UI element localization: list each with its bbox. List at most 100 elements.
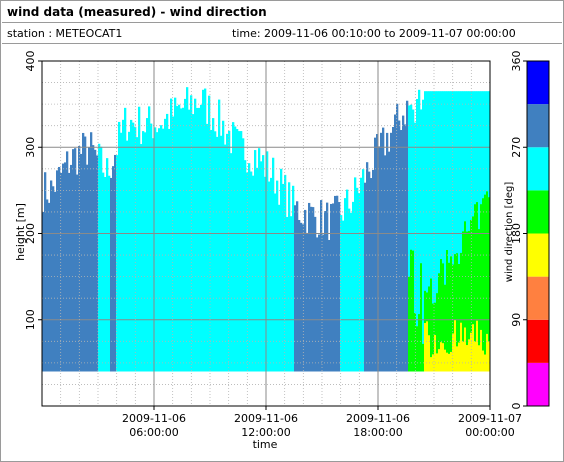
heatmap-cell [84, 136, 87, 372]
heatmap-cell [118, 121, 121, 372]
heatmap-cell [466, 345, 469, 372]
heatmap-cell [450, 256, 453, 372]
heatmap-cell [122, 119, 125, 372]
heatmap-cell [356, 187, 359, 372]
heatmap-cell [338, 202, 341, 372]
heatmap-cell [320, 200, 323, 372]
heatmap-cell [354, 177, 357, 372]
heatmap-cell [362, 169, 365, 372]
heatmap-cell [430, 357, 433, 372]
heatmap-cell [176, 106, 179, 372]
heatmap-cell [154, 127, 157, 372]
heatmap-cell [436, 91, 439, 372]
colorbar-tick-label: 180 [510, 223, 523, 244]
colorbar-bin [527, 61, 549, 105]
heatmap-cell [248, 163, 251, 372]
heatmap-cell [298, 220, 301, 372]
heatmap-cell [102, 172, 105, 372]
heatmap-cell [428, 286, 431, 372]
heatmap-cell [168, 128, 171, 372]
heatmap-cell [424, 91, 427, 372]
heatmap-cell [434, 335, 437, 372]
heatmap-cell [156, 132, 159, 372]
heatmap-cell [132, 122, 135, 372]
heatmap-cell [448, 91, 451, 372]
axes: 1002003004002009-11-0606:00:002009-11-06… [24, 51, 522, 440]
heatmap-cell [456, 253, 459, 372]
heatmap-cell [456, 91, 459, 372]
heatmap-cell [474, 204, 477, 372]
heatmap-cell [180, 108, 183, 372]
heatmap-cell [92, 145, 95, 372]
heatmap-cell [326, 202, 329, 372]
heatmap-cell [488, 341, 491, 372]
heatmap-cell [170, 98, 173, 372]
heatmap-cell [238, 131, 241, 372]
heatmap-cell [418, 89, 421, 372]
heatmap-cell [484, 194, 487, 372]
heatmap-cell [432, 303, 435, 372]
gridlines [42, 61, 490, 406]
heatmap-cell [262, 155, 265, 372]
heatmap-cell [256, 167, 259, 372]
heatmap-cell [428, 335, 431, 372]
heatmap-cell [304, 209, 307, 372]
heatmap-cell [110, 177, 113, 372]
heatmap-cell [466, 231, 469, 372]
heatmap-cell [442, 263, 445, 372]
heatmap-cell [382, 127, 385, 372]
heatmap-cell [206, 123, 209, 372]
heatmap-cell [144, 132, 147, 372]
heatmap-cell [280, 168, 283, 372]
heatmap-cell [260, 161, 263, 372]
heatmap-cell [422, 99, 425, 372]
heatmap-cell [186, 87, 189, 372]
heatmap-cell [444, 91, 447, 372]
heatmap-cell [468, 230, 471, 372]
heatmap-cell [454, 319, 457, 372]
heatmap-cell [460, 322, 463, 372]
heatmap-cell [258, 148, 261, 372]
heatmap-cell [418, 314, 421, 372]
heatmap-cell [232, 122, 235, 372]
heatmap-cell [414, 313, 417, 372]
heatmap-cell [456, 346, 459, 372]
heatmap-cell [58, 166, 61, 372]
heatmap-cell [428, 91, 431, 372]
heatmap-cell [446, 352, 449, 372]
heatmap-cell [128, 131, 131, 372]
heatmap-cell [472, 216, 475, 372]
heatmap-cell [172, 116, 175, 372]
heatmap-cell [212, 118, 215, 372]
heatmap-cell [72, 149, 75, 372]
heatmap-cell [416, 326, 419, 372]
heatmap-cell [148, 106, 151, 372]
heatmap-cell [476, 202, 479, 372]
heatmap-cell [430, 278, 433, 372]
heatmap-cell [462, 91, 465, 372]
heatmap-cell [88, 147, 91, 372]
heatmap-cell [200, 104, 203, 372]
colorbar-bin [527, 233, 549, 277]
heatmap-cell [450, 91, 453, 372]
x-tick-label: 18:00:00 [353, 426, 402, 439]
heatmap-cell [368, 171, 371, 372]
colorbar: 0 90 180 270 360 [510, 51, 550, 410]
heatmap-cell [380, 132, 383, 372]
heatmap-cell [446, 250, 449, 372]
heatmap-cell [400, 130, 403, 372]
heatmap-cell [398, 120, 401, 372]
heatmap-cell [460, 252, 463, 372]
heatmap-cell [452, 264, 455, 372]
heatmap-cell [416, 99, 419, 372]
colorbar-bin [527, 319, 549, 363]
heatmap-cell [228, 130, 231, 372]
heatmap-cell [286, 216, 289, 372]
heatmap-cell [426, 91, 429, 372]
heatmap-cell [300, 222, 303, 372]
heatmap-cell [268, 181, 271, 372]
heatmap-cell [376, 134, 379, 372]
heatmap-cell [462, 341, 465, 372]
heatmap-cell [46, 199, 49, 372]
heatmap-cell [438, 273, 441, 372]
